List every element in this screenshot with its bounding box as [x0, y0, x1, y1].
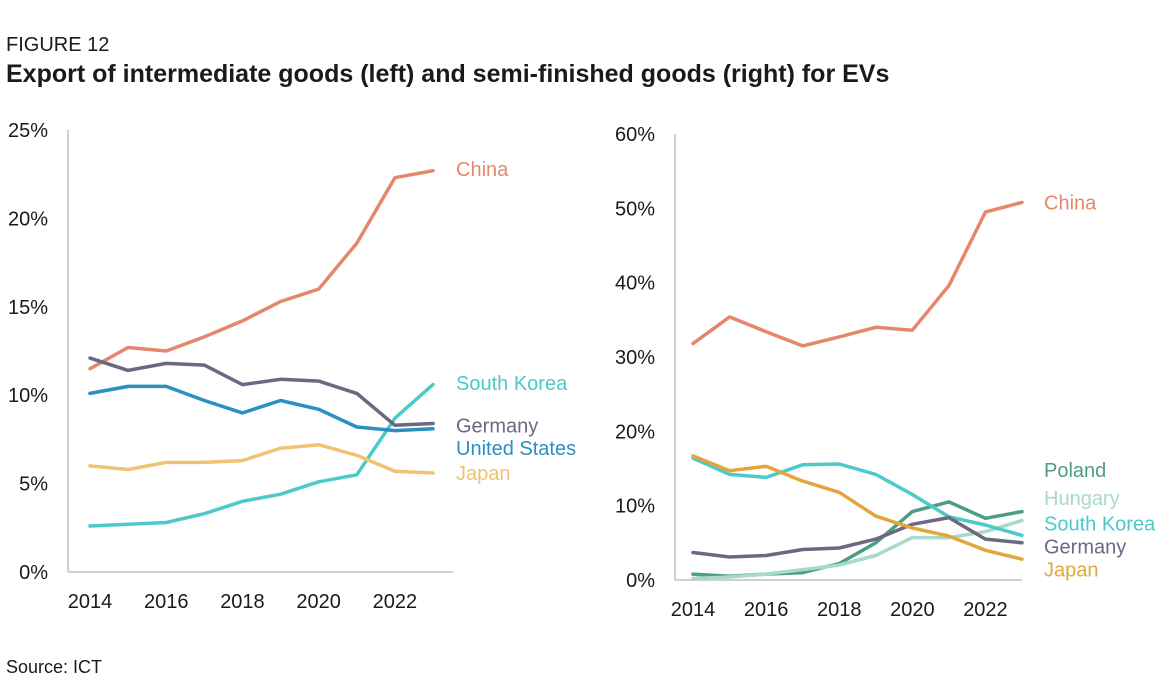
- right-series-line-china: [691, 200, 1024, 348]
- right-y-tick-label: 10%: [615, 496, 655, 518]
- right-x-tick-label: 2016: [744, 599, 789, 621]
- left-x-tick-label: 2022: [373, 591, 418, 613]
- right-y-tick-label: 30%: [615, 347, 655, 369]
- right-y-tick-label: 0%: [626, 570, 655, 592]
- right-series-line-south-korea: [691, 456, 1024, 538]
- left-y-tick-label: 10%: [8, 385, 48, 407]
- left-y-tick-label: 15%: [8, 297, 48, 319]
- left-series-label-south-korea: South Korea: [456, 373, 568, 395]
- left-x-tick-label: 2018: [220, 591, 265, 613]
- right-series-label-hungary: Hungary: [1044, 488, 1120, 510]
- source-note: Source: ICT: [6, 657, 103, 677]
- left-series-line-south-korea: [88, 382, 435, 528]
- right-series-label-south-korea: South Korea: [1044, 514, 1156, 536]
- right-x-tick-label: 2022: [963, 599, 1008, 621]
- left-y-tick-label: 20%: [8, 208, 48, 230]
- right-x-tick-label: 2014: [671, 599, 716, 621]
- right-x-tick-label: 2018: [817, 599, 862, 621]
- right-y-tick-label: 50%: [615, 198, 655, 220]
- left-x-tick-label: 2014: [68, 591, 113, 613]
- left-series-line-japan: [88, 442, 435, 475]
- left-series-label-china: China: [456, 159, 509, 181]
- left-x-tick-label: 2016: [144, 591, 189, 613]
- right-x-tick-label: 2020: [890, 599, 935, 621]
- figure-title: Export of intermediate goods (left) and …: [6, 60, 890, 88]
- right-series-label-poland: Poland: [1044, 460, 1106, 482]
- left-y-tick-label: 25%: [8, 120, 48, 142]
- figure-label: FIGURE 12: [6, 34, 110, 56]
- left-y-tick-label: 5%: [19, 474, 48, 496]
- right-series-line-poland: [691, 500, 1024, 579]
- right-series-label-china: China: [1044, 192, 1097, 214]
- left-series-label-germany: Germany: [456, 415, 538, 437]
- left-series-label-japan: Japan: [456, 463, 511, 485]
- right-y-tick-label: 20%: [615, 421, 655, 443]
- left-x-tick-label: 2020: [296, 591, 341, 613]
- left-series-label-united-states: United States: [456, 438, 576, 460]
- left-series-line-united-states: [88, 384, 435, 433]
- right-y-tick-label: 60%: [615, 124, 655, 146]
- left-y-tick-label: 0%: [19, 562, 48, 584]
- right-series-label-japan: Japan: [1044, 560, 1099, 582]
- right-series-line-japan: [691, 454, 1024, 561]
- right-series-label-germany: Germany: [1044, 537, 1126, 559]
- left-series-line-germany: [88, 356, 435, 428]
- right-y-tick-label: 40%: [615, 273, 655, 295]
- right-series-line-germany: [691, 515, 1024, 559]
- left-series-line-china: [88, 168, 435, 371]
- right-series-line-hungary: [691, 518, 1024, 581]
